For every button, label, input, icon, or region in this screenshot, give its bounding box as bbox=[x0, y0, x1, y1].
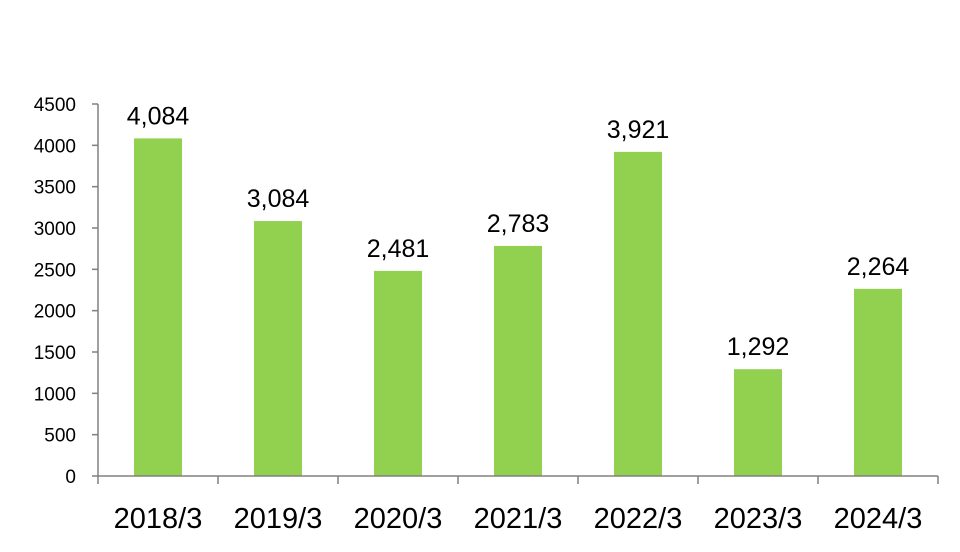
data-label: 2,481 bbox=[367, 235, 430, 263]
bar-2023/3 bbox=[734, 369, 782, 476]
x-tick-label: 2018/3 bbox=[114, 503, 203, 535]
data-labels: 4,084 3,084 2,481 2,783 3,921 1,292 2,264 bbox=[127, 102, 910, 361]
bar-2024/3 bbox=[854, 288, 902, 476]
bar-2021/3 bbox=[494, 245, 542, 476]
y-tick-label: 3500 bbox=[34, 178, 76, 199]
y-tick-label: 0 bbox=[65, 467, 76, 488]
x-tick-label: 2023/3 bbox=[714, 503, 803, 535]
data-label: 3,084 bbox=[247, 185, 310, 213]
x-tick-label: 2022/3 bbox=[594, 503, 683, 535]
y-axis-ticks: 0 500 1000 1500 2000 2500 3000 3500 4000 4500 bbox=[34, 95, 98, 488]
y-tick-label: 500 bbox=[44, 426, 76, 447]
bars bbox=[134, 138, 902, 477]
bar-2022/3 bbox=[614, 151, 662, 477]
data-label: 2,264 bbox=[847, 253, 910, 281]
y-tick-label: 3000 bbox=[34, 219, 76, 240]
y-tick-label: 1000 bbox=[34, 384, 76, 405]
bar-2020/3 bbox=[374, 270, 422, 476]
bar-2018/3 bbox=[134, 138, 182, 476]
y-tick-label: 4500 bbox=[34, 95, 76, 116]
x-tick-label: 2021/3 bbox=[474, 503, 563, 535]
data-label: 2,783 bbox=[487, 210, 550, 238]
y-tick-label: 1500 bbox=[34, 343, 76, 364]
data-label: 1,292 bbox=[727, 333, 790, 361]
y-tick-label: 2500 bbox=[34, 260, 76, 281]
x-tick-label: 2024/3 bbox=[834, 503, 923, 535]
data-label: 4,084 bbox=[127, 102, 190, 130]
x-tick-label: 2020/3 bbox=[354, 503, 443, 535]
y-tick-label: 4000 bbox=[34, 136, 76, 157]
y-tick-label: 2000 bbox=[34, 302, 76, 323]
axes bbox=[97, 104, 938, 477]
data-label: 3,921 bbox=[607, 116, 670, 144]
x-axis-ticks: 2018/3 2019/3 2020/3 2021/3 2022/3 2023/3 2024… bbox=[97, 476, 939, 535]
x-tick-label: 2019/3 bbox=[234, 503, 323, 535]
bar-2019/3 bbox=[254, 221, 302, 476]
